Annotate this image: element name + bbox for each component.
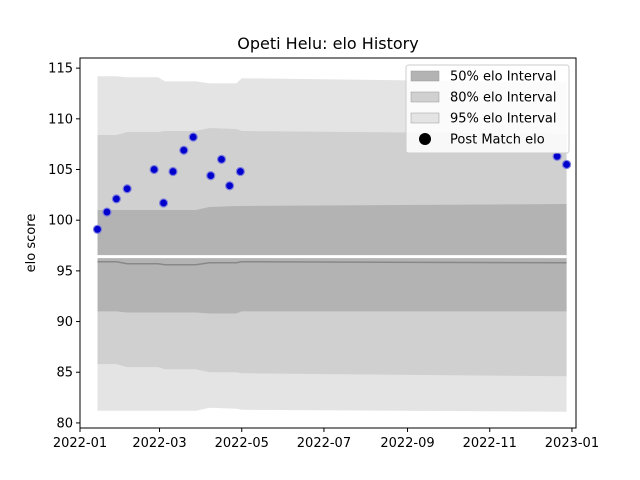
data-point-13 [552,151,562,161]
y-tick-label-80: 80 [56,416,73,431]
plot-area [92,76,572,412]
legend-swatch-1 [410,91,440,103]
x-tick-label-3: 2022-07 [297,436,351,451]
x-tick-label-5: 2022-11 [463,436,517,451]
axes-frame [79,57,577,429]
legend: 50% elo Interval 80% elo Interval 95% elo … [405,64,570,154]
interval-band-2 [97,203,567,314]
x-tick-label-6: 2023-01 [545,436,599,451]
data-point-10 [216,154,227,164]
x-tick-label-1: 2022-03 [132,436,186,451]
y-tick-label-85: 85 [56,366,73,381]
legend-label-0: 50% elo Interval [450,70,557,85]
legend-label-2: 95% elo Interval [450,112,557,127]
legend-box [405,64,570,154]
y-tick-label-115: 115 [48,62,73,77]
data-point-0 [92,224,103,234]
y-tick-label-95: 95 [56,264,73,279]
data-point-5 [158,198,169,208]
y-tick-label-105: 105 [48,163,73,178]
data-point-4 [149,164,159,175]
data-point-3 [122,184,132,194]
y-tick-label-110: 110 [48,112,73,127]
axes: 80 85 90 95 100 105 110 115 2022-01 2022-03 2022-0… [48,57,599,451]
data-point-2 [111,194,121,204]
median-line [97,261,567,266]
legend-label-3: Post Match elo [450,133,545,148]
x-tick-label-4: 2022-09 [380,436,434,451]
legend-swatch-0 [410,70,440,82]
data-point-11 [225,181,235,191]
y-axis-label: elo score [24,214,39,273]
y-tick-label-90: 90 [56,315,73,330]
legend-swatch-2 [410,112,440,124]
legend-label-1: 80% elo Interval [450,91,557,106]
data-point-8 [188,132,198,142]
y-tick-label-100: 100 [48,214,73,229]
data-point-1 [102,207,112,217]
data-point-12 [235,166,245,177]
data-point-7 [179,145,189,155]
x-tick-label-0: 2022-01 [53,436,107,451]
legend-marker-3 [419,133,431,145]
data-point-6 [168,166,178,177]
x-tick-label-2: 2022-05 [215,436,269,451]
chart-title: Opeti Helu: elo History [237,34,418,53]
data-point-14 [561,159,572,170]
data-point-9 [206,170,216,181]
